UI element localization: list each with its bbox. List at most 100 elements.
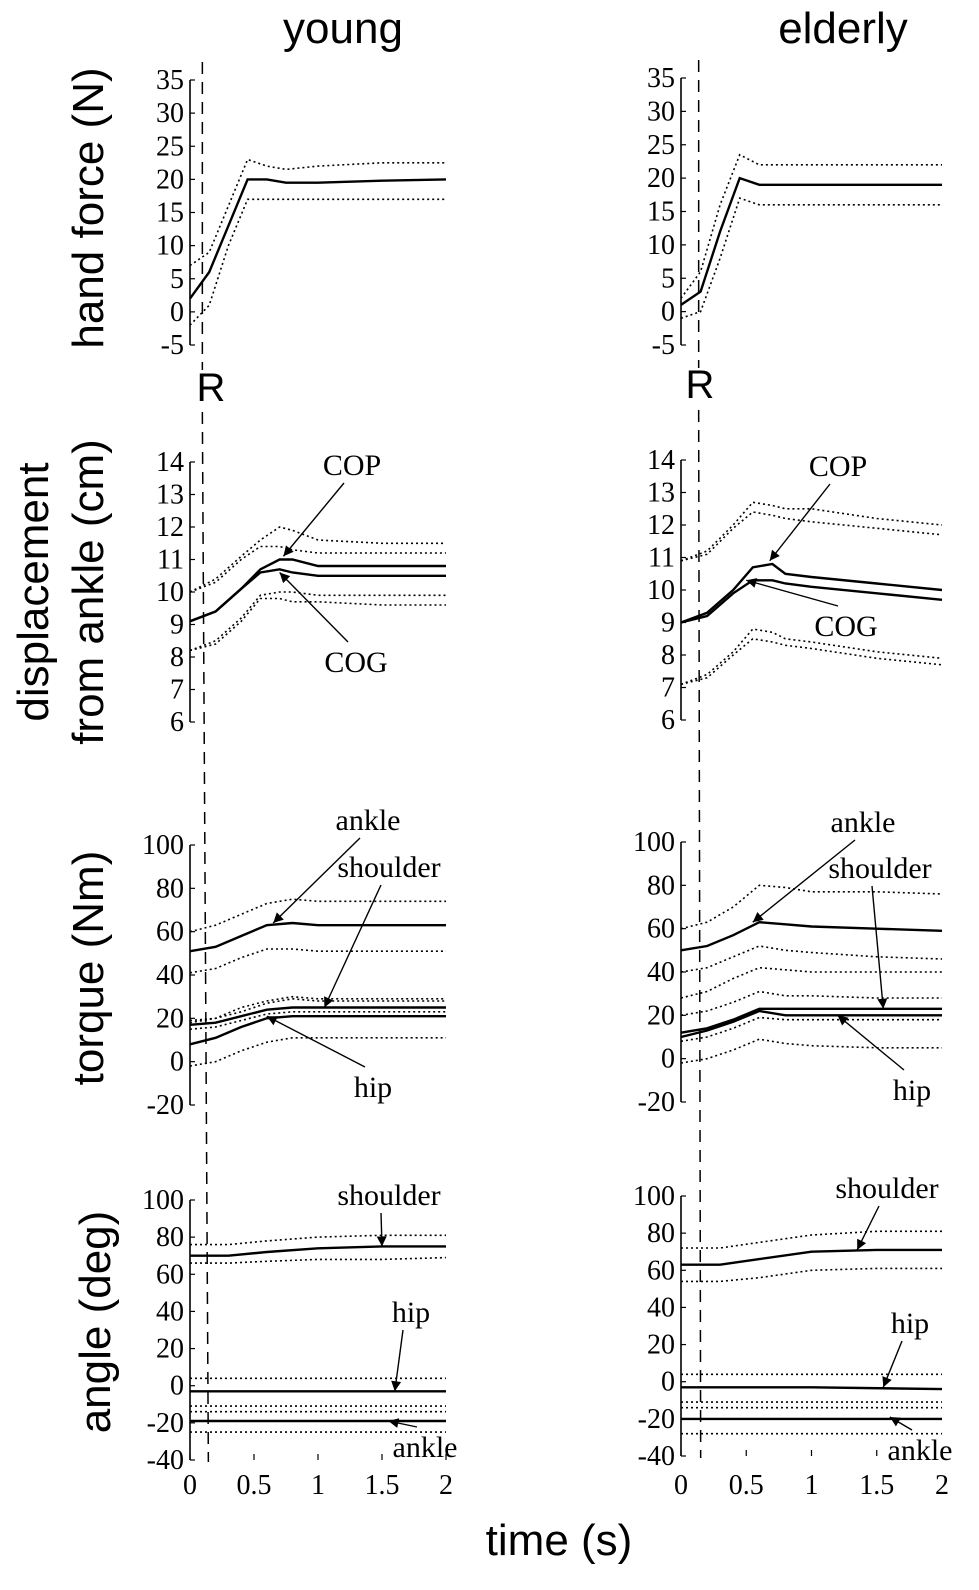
annotation-arrow xyxy=(282,482,345,557)
series-sd-band-line xyxy=(680,511,943,562)
y-tick-label: 30 xyxy=(156,98,184,129)
row-label-hand-force: hand force (N) xyxy=(64,67,113,348)
y-tick-label: 20 xyxy=(647,1000,675,1031)
y-tick-label: 5 xyxy=(661,263,675,294)
x-tick-label: 2 xyxy=(439,1470,453,1501)
annotation-arrowhead xyxy=(752,912,764,923)
annotation-arrow xyxy=(871,885,884,1009)
series-ankle-line xyxy=(189,921,446,953)
annotation-label: shoulder xyxy=(835,1172,938,1205)
x-tick-label: 1.5 xyxy=(859,1470,894,1501)
series-sd-band-line xyxy=(680,945,943,973)
y-tick-label: 15 xyxy=(647,197,675,228)
y-tick-label: 7 xyxy=(170,675,184,706)
y-tick-label: -20 xyxy=(147,1408,184,1439)
series-COG-line xyxy=(680,579,943,624)
row-label-displacement-line2: from ankle (cm) xyxy=(64,439,113,745)
panel-angle-elderly: 100 80 60 40 20 0 -20 -40 shoulder hip ankle xyxy=(633,1172,952,1472)
y-tick-label: 40 xyxy=(647,1292,675,1323)
y-tick-label: 0 xyxy=(661,1044,675,1075)
y-tick-label: 0 xyxy=(170,1371,184,1402)
y-tick-label: 5 xyxy=(170,264,184,295)
y-tick-label: 6 xyxy=(661,705,675,736)
y-tick-label: 80 xyxy=(647,870,675,901)
y-tick-label: 100 xyxy=(633,827,675,858)
series-sd-band-line xyxy=(190,1234,446,1246)
series-hip-line xyxy=(680,1009,942,1039)
y-tick-label: 9 xyxy=(661,608,675,639)
y-tick-label: 20 xyxy=(156,164,184,195)
y-tick-label: 25 xyxy=(156,131,184,162)
y-tick-label: -40 xyxy=(147,1445,184,1476)
x-axis-label: time (s) xyxy=(486,1516,633,1565)
annotation-label: hip xyxy=(893,1074,931,1107)
annotation-arrow xyxy=(752,839,856,923)
y-tick-label: 8 xyxy=(661,640,675,671)
y-tick-label: 60 xyxy=(647,1255,675,1286)
y-tick-label: 80 xyxy=(156,873,184,904)
release-marker-young: R xyxy=(197,366,226,410)
column-title-young: young xyxy=(283,4,403,53)
annotation-arrowhead xyxy=(746,578,758,588)
y-tick-label: 35 xyxy=(156,65,184,96)
y-tick-label: 100 xyxy=(633,1181,675,1212)
annotation-label: shoulder xyxy=(337,1179,440,1212)
y-tick-label: 100 xyxy=(142,830,184,861)
annotation-arrowhead xyxy=(769,549,780,561)
annotation-label: COG xyxy=(324,646,387,679)
row-label-displacement: displacement xyxy=(9,462,58,721)
y-tick-label: 100 xyxy=(142,1185,184,1216)
y-tick-label: 10 xyxy=(156,577,184,608)
annotation-arrowhead xyxy=(376,1236,387,1247)
annotation-label: hip xyxy=(392,1296,430,1329)
x-tick-label: 0.5 xyxy=(237,1470,272,1501)
series-sd-band-line xyxy=(680,990,942,1017)
y-tick-label: 14 xyxy=(156,447,184,478)
annotation-arrowhead xyxy=(877,998,888,1009)
annotation-arrow xyxy=(279,572,349,643)
y-tick-label: 80 xyxy=(156,1222,184,1253)
annotation-arrow xyxy=(266,1015,366,1068)
y-tick-label: 20 xyxy=(156,1334,184,1365)
y-tick-label: 12 xyxy=(156,512,184,543)
y-tick-label: -20 xyxy=(147,1090,184,1121)
series-sd-band-line xyxy=(189,995,446,1024)
series-sd-band-line xyxy=(680,637,943,686)
panel-torque-elderly: 100 80 60 40 20 0 -20 ankle shoulder hip xyxy=(633,806,943,1118)
y-tick-label: 25 xyxy=(647,130,675,161)
y-tick-label: 13 xyxy=(647,478,675,509)
y-tick-label: 11 xyxy=(157,545,184,576)
y-tick-label: 20 xyxy=(156,1003,184,1034)
y-tick-label: -40 xyxy=(638,1441,675,1472)
series-sd-band-line xyxy=(680,884,943,930)
x-tick-label: 1 xyxy=(805,1470,819,1501)
y-tick-label: 6 xyxy=(170,707,184,738)
series-mean-line xyxy=(680,176,942,306)
series-sd-band-line xyxy=(680,966,942,999)
y-tick-label: 15 xyxy=(156,198,184,229)
y-tick-label: 60 xyxy=(156,917,184,948)
y-tick-label: 0 xyxy=(661,297,675,328)
series-sd-band-line xyxy=(190,1256,447,1264)
y-tick-label: 0 xyxy=(170,297,184,328)
y-tick-label: -5 xyxy=(652,330,675,361)
release-marker-elderly: R xyxy=(686,363,715,407)
annotation-label: hip xyxy=(891,1307,929,1340)
x-tick-label: 0 xyxy=(674,1470,688,1501)
annotation-arrowhead xyxy=(837,1015,849,1026)
series-sd-band-line xyxy=(189,898,446,933)
annotation-arrow xyxy=(769,483,831,562)
y-tick-label: -20 xyxy=(638,1087,675,1118)
annotation-arrowhead xyxy=(857,1238,867,1250)
y-tick-label: -5 xyxy=(161,330,184,361)
series-shoulder-line xyxy=(681,1248,942,1266)
series-hip-line xyxy=(189,1015,446,1046)
y-tick-label: 40 xyxy=(156,960,184,991)
annotation-arrowhead xyxy=(889,1417,901,1427)
series-shoulder-line xyxy=(189,1006,446,1026)
release-line-young xyxy=(201,411,210,1463)
